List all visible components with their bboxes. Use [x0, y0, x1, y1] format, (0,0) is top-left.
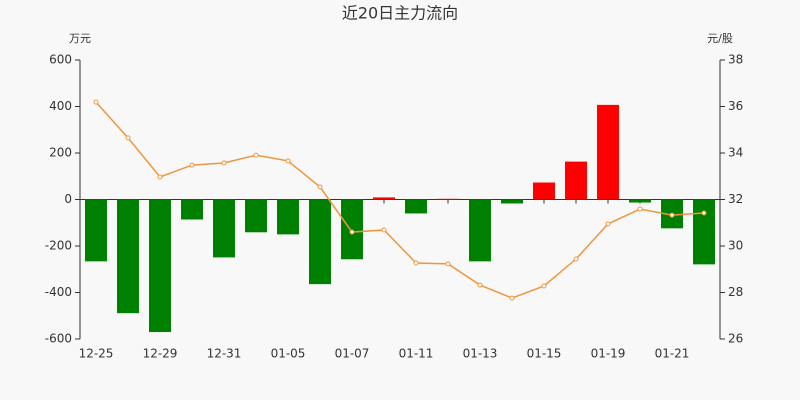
x-tick-label: 01-19	[591, 347, 626, 361]
bar	[469, 199, 491, 262]
price-point	[285, 158, 291, 164]
bar	[565, 161, 587, 200]
y2-tick-label: 38	[728, 53, 743, 67]
bar	[597, 104, 619, 200]
price-point	[509, 295, 515, 301]
price-point	[637, 206, 643, 212]
y-tick-label: -400	[45, 285, 72, 299]
price-point	[253, 152, 259, 158]
y2-tick-label: 30	[728, 239, 743, 253]
chart-title: 近20日主力流向	[342, 4, 458, 23]
x-tick-label: 01-07	[335, 347, 370, 361]
y-tick-label: 600	[49, 53, 72, 67]
price-point	[573, 256, 579, 262]
price-point	[221, 160, 227, 166]
x-tick-label: 12-31	[207, 347, 242, 361]
bar	[277, 199, 299, 235]
bar	[181, 199, 203, 220]
x-tick-label: 01-15	[527, 347, 562, 361]
bar	[117, 199, 139, 314]
y2-axis-label: 元/股	[707, 32, 733, 45]
bar	[437, 198, 459, 200]
bar	[405, 199, 427, 214]
price-point	[157, 174, 163, 180]
x-tick-label: 01-11	[399, 347, 434, 361]
y2-tick-label: 32	[728, 192, 743, 206]
price-point	[701, 210, 707, 216]
y-tick-label: -600	[45, 332, 72, 346]
x-tick-label: 12-25	[79, 347, 114, 361]
y2-tick-label: 36	[728, 99, 743, 113]
price-point	[93, 99, 99, 105]
price-line	[95, 101, 705, 299]
price-point	[381, 227, 387, 233]
bar	[501, 199, 523, 204]
price-point	[317, 184, 323, 190]
price-point	[125, 135, 131, 141]
bar	[341, 199, 363, 260]
price-point	[445, 261, 451, 267]
x-tick-label: 01-05	[271, 347, 306, 361]
y2-tick-label: 28	[728, 285, 743, 299]
y2-tick-label: 34	[728, 146, 743, 160]
price-point	[189, 162, 195, 168]
price-point	[349, 229, 355, 235]
price-point	[669, 212, 675, 218]
x-tick-label: 01-21	[655, 347, 690, 361]
y-tick-label: 400	[49, 99, 72, 113]
price-point	[605, 221, 611, 227]
y-tick-label: 200	[49, 146, 72, 160]
bar	[373, 197, 395, 200]
bar	[245, 199, 267, 233]
y-tick-label: 0	[64, 192, 72, 206]
x-tick-label: 12-29	[143, 347, 178, 361]
price-point	[413, 260, 419, 266]
y-tick-label: -200	[45, 239, 72, 253]
bar	[629, 199, 651, 203]
price-point	[477, 282, 483, 288]
y-axis-label: 万元	[69, 32, 91, 45]
bar	[85, 199, 107, 262]
bar	[213, 199, 235, 258]
bar	[533, 182, 555, 200]
bar	[149, 199, 171, 333]
bar	[309, 199, 331, 285]
bar	[693, 199, 715, 265]
y2-tick-label: 26	[728, 332, 743, 346]
x-tick-label: 01-13	[463, 347, 498, 361]
price-point	[541, 283, 547, 289]
